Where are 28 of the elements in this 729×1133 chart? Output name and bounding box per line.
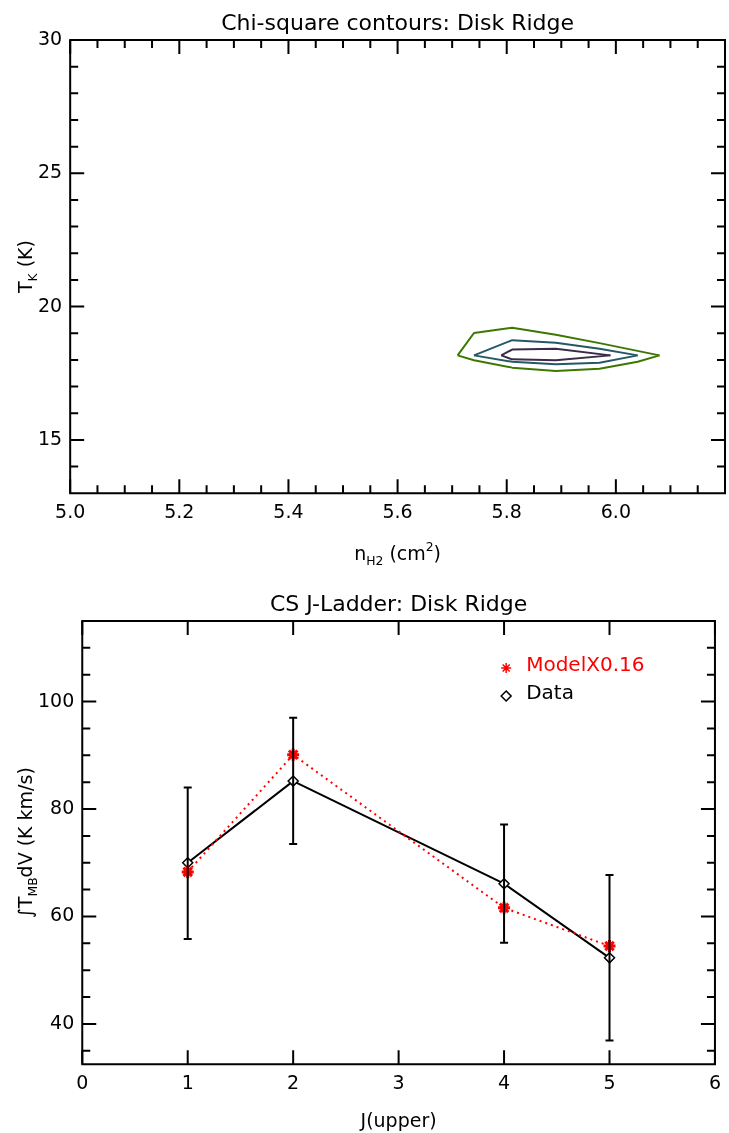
y-tick-label: 60 bbox=[50, 903, 75, 926]
x-tick-label: 5.0 bbox=[55, 499, 86, 522]
x-axis-title: J(upper) bbox=[359, 1109, 437, 1131]
chart-title: CS J-Ladder: Disk Ridge bbox=[269, 591, 528, 616]
x-tick-label: 6 bbox=[708, 1070, 721, 1093]
x-tick-label: 5.2 bbox=[164, 499, 195, 522]
x-tick-label: 5.6 bbox=[382, 499, 413, 522]
y-tick-label: 100 bbox=[38, 688, 75, 711]
legend-label: Data bbox=[526, 680, 574, 705]
x-tick-label: 5.8 bbox=[491, 499, 522, 522]
legend-label: ModelX0.16 bbox=[526, 652, 645, 677]
x-tick-label: 0 bbox=[76, 1070, 89, 1093]
y-tick-label: 20 bbox=[37, 293, 63, 316]
y-tick-label: 40 bbox=[50, 1010, 75, 1033]
x-tick-label: 2 bbox=[287, 1070, 300, 1093]
x-tick-label: 5.4 bbox=[273, 499, 304, 522]
y-axis-title: ∫TMBdV (K km/s) bbox=[14, 767, 40, 919]
x-tick-label: 6.0 bbox=[600, 499, 631, 522]
x-tick-label: 1 bbox=[181, 1070, 194, 1093]
chart-title: Chi-square contours: Disk Ridge bbox=[221, 10, 575, 35]
y-tick-label: 30 bbox=[37, 26, 63, 49]
y-tick-label: 25 bbox=[37, 160, 63, 183]
x-tick-label: 3 bbox=[392, 1070, 405, 1093]
y-tick-label: 15 bbox=[37, 426, 63, 449]
x-tick-label: 4 bbox=[498, 1070, 511, 1093]
y-axis-title: TK (K) bbox=[14, 240, 40, 295]
y-tick-label: 80 bbox=[50, 795, 75, 818]
x-tick-label: 5 bbox=[603, 1070, 616, 1093]
